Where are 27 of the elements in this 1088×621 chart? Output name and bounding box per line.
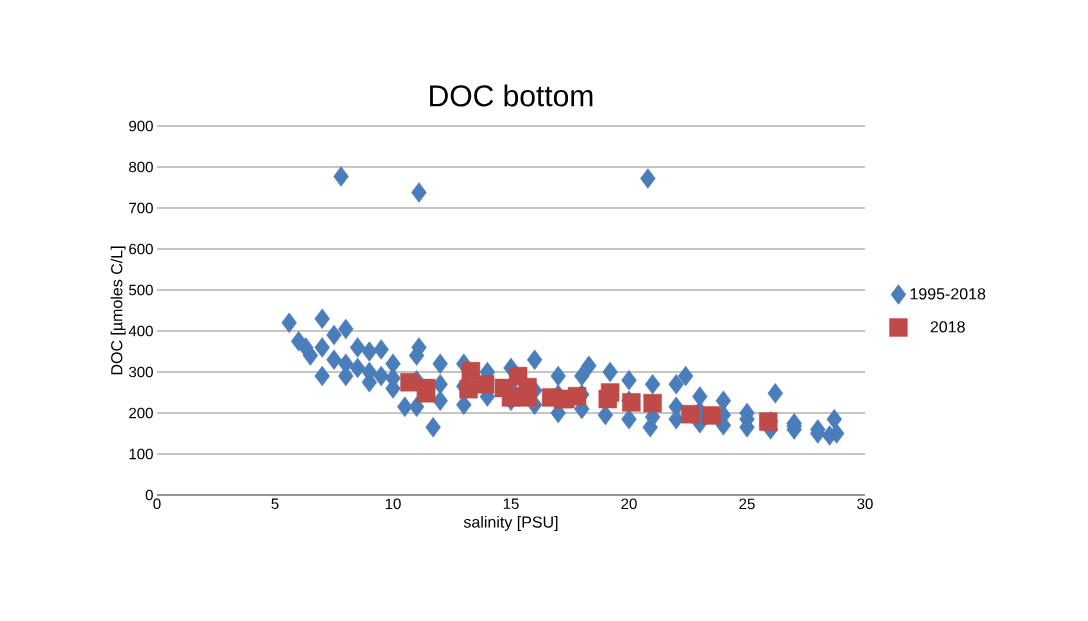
y-axis-title: DOC [µmoles C/L]	[110, 246, 126, 375]
x-tick-label: 25	[739, 498, 755, 510]
y-tick-label: 100	[129, 448, 153, 460]
x-tick-label: 0	[153, 498, 161, 510]
y-tick-label: 600	[129, 243, 153, 255]
x-tick-label: 20	[621, 498, 637, 510]
y-tick-label: 400	[128, 325, 153, 337]
point	[600, 383, 620, 402]
chart-title: DOC bottom	[430, 84, 593, 107]
x-tick-label: 10	[385, 498, 401, 510]
x-axis-title: salinity [PSU]	[463, 516, 558, 531]
y-tick-label: 900	[129, 120, 153, 132]
point	[681, 405, 700, 424]
point	[622, 393, 641, 412]
y-tick-label: 500	[129, 284, 153, 296]
point	[567, 386, 587, 406]
y-tick-label: 200	[129, 407, 153, 419]
x-tick-label: 5	[271, 498, 279, 509]
y-tick-label: 0	[145, 489, 153, 501]
x-tick-label: 15	[503, 498, 519, 509]
y-tick-label: 800	[129, 161, 153, 173]
point	[416, 384, 436, 403]
y-tick-label: 700	[129, 202, 153, 214]
y-tick-label: 300	[129, 366, 153, 378]
x-tick-label: 30	[857, 498, 873, 510]
legend-label: 2018	[930, 321, 965, 333]
legend-label: 1995-2018	[910, 288, 986, 300]
